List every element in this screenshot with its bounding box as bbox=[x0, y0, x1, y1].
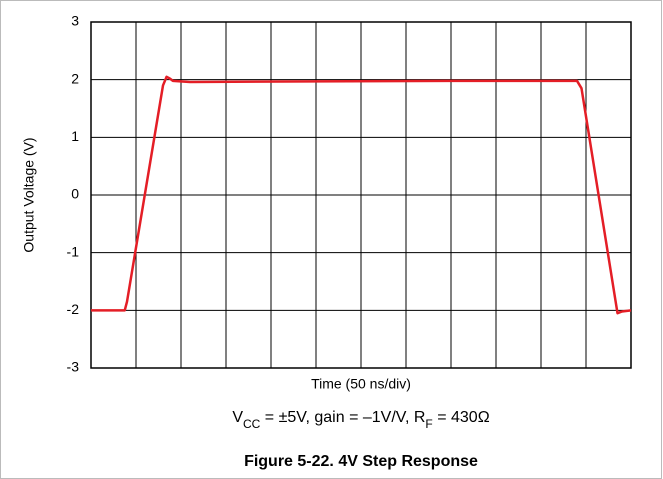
line-series bbox=[91, 75, 632, 315]
subtitle-part: = 430Ω bbox=[433, 409, 490, 426]
y-tick-label: 0 bbox=[71, 186, 79, 202]
y-tick-label: 3 bbox=[71, 13, 79, 29]
x-axis-label: Time (50 ns/div) bbox=[311, 376, 411, 392]
y-axis-label: Output Voltage (V) bbox=[21, 137, 37, 252]
plot-frame bbox=[90, 21, 632, 369]
subtitle-part: CC bbox=[243, 417, 261, 431]
subtitle-part: F bbox=[425, 417, 432, 431]
y-tick-label: -3 bbox=[67, 359, 80, 375]
y-tick-label: 2 bbox=[71, 70, 79, 86]
y-tick-label: -2 bbox=[67, 301, 80, 317]
y-tick-label: -1 bbox=[67, 243, 80, 259]
chart-title: Figure 5-22. 4V Step Response bbox=[244, 453, 478, 470]
subtitle-part: = ±5V, gain = –1V/V, R bbox=[260, 409, 425, 426]
y-tick-label: 1 bbox=[71, 128, 79, 144]
subtitle: VCC = ±5V, gain = –1V/V, RF = 430Ω bbox=[232, 409, 489, 431]
subtitle-part: V bbox=[232, 409, 243, 426]
